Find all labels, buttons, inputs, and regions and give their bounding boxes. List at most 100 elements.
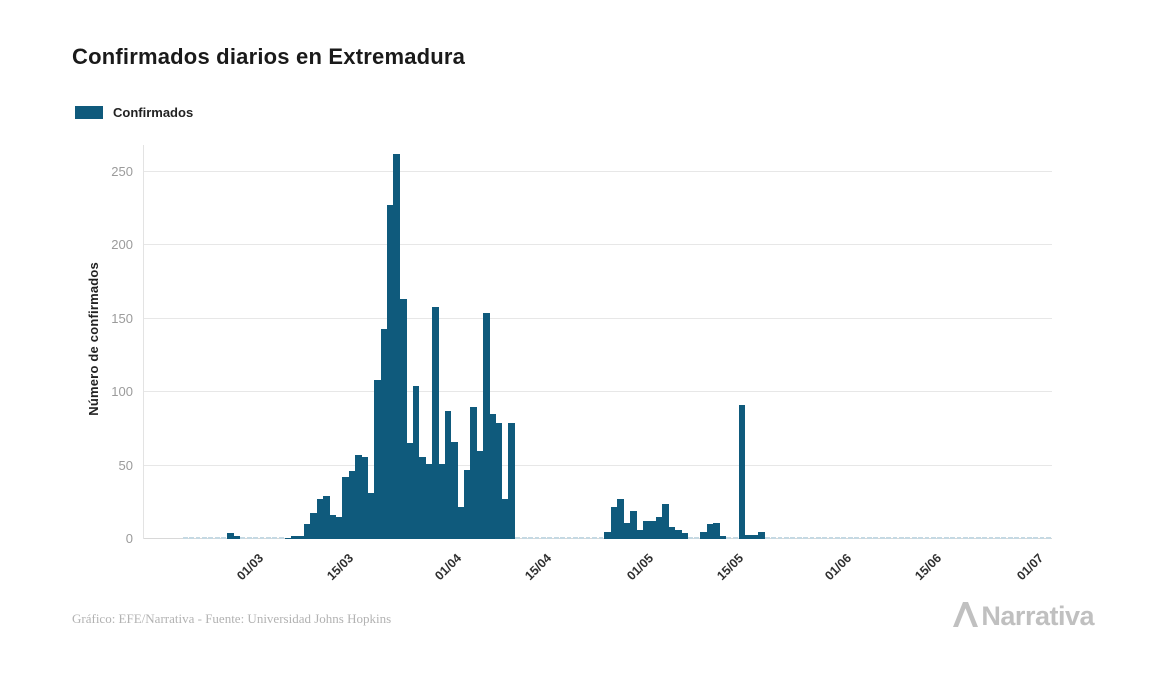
x-tick-label-15-05: 15/05	[713, 551, 746, 584]
bar[interactable]	[719, 536, 727, 539]
bar[interactable]	[745, 534, 752, 539]
bar[interactable]	[291, 536, 298, 539]
bar-zero	[240, 537, 246, 539]
bar[interactable]	[310, 512, 318, 539]
bar[interactable]	[649, 521, 656, 539]
bar[interactable]	[655, 516, 663, 539]
bar[interactable]	[335, 516, 343, 539]
y-tick-label-50: 50	[118, 457, 133, 473]
bar[interactable]	[284, 537, 292, 539]
bar[interactable]	[668, 527, 676, 539]
bar[interactable]	[227, 533, 234, 539]
bar-zero	[815, 537, 821, 539]
legend-label: Confirmados	[113, 105, 194, 120]
bar[interactable]	[355, 455, 362, 539]
bar-zero	[534, 537, 540, 539]
bar[interactable]	[233, 536, 241, 539]
bar[interactable]	[303, 524, 311, 539]
bar[interactable]	[604, 531, 612, 539]
bar[interactable]	[412, 386, 420, 539]
bar-zero	[879, 537, 885, 539]
bar[interactable]	[450, 441, 458, 539]
bar[interactable]	[642, 521, 650, 539]
bar[interactable]	[706, 524, 714, 539]
bar-zero	[982, 537, 987, 539]
bar-zero	[259, 537, 265, 539]
bar[interactable]	[425, 464, 433, 539]
bar-zero	[265, 537, 271, 539]
bar[interactable]	[681, 533, 688, 539]
y-tick-label-200: 200	[111, 237, 133, 252]
bar[interactable]	[470, 406, 477, 539]
bar-zero	[956, 537, 962, 539]
bar-zero	[771, 537, 776, 539]
bar-zero	[886, 537, 892, 539]
narrativa-logo-icon	[953, 600, 979, 633]
bar[interactable]	[751, 534, 759, 539]
bar[interactable]	[457, 506, 465, 539]
bar-zero	[835, 537, 840, 539]
bar-zero	[553, 537, 559, 539]
bar-zero	[560, 537, 565, 539]
bar-zero	[943, 537, 949, 539]
bar[interactable]	[418, 456, 426, 539]
bar-zero	[214, 537, 220, 539]
bar-zero	[540, 537, 546, 539]
bar[interactable]	[617, 499, 624, 539]
bar[interactable]	[610, 506, 618, 539]
bar[interactable]	[386, 205, 394, 539]
bar-zero	[585, 537, 591, 539]
bar[interactable]	[329, 515, 337, 539]
bar[interactable]	[495, 422, 503, 539]
bar[interactable]	[393, 153, 401, 539]
gridline-y-50	[144, 464, 1052, 466]
x-tick-label-15-04: 15/04	[521, 551, 554, 584]
bar[interactable]	[508, 422, 516, 539]
bar-zero	[195, 537, 201, 539]
bar-zero	[994, 537, 1000, 539]
bar[interactable]	[380, 328, 388, 539]
bar[interactable]	[431, 306, 439, 539]
brand-logo: Narrativa	[953, 600, 1094, 633]
bar[interactable]	[342, 477, 349, 539]
bar[interactable]	[661, 503, 669, 539]
bar[interactable]	[482, 312, 490, 539]
bar-zero	[873, 537, 879, 539]
bar[interactable]	[438, 464, 445, 539]
bar[interactable]	[636, 530, 644, 539]
bar-zero	[924, 537, 930, 539]
gridline-y-150	[144, 317, 1052, 319]
bar[interactable]	[323, 496, 330, 539]
bar-zero	[208, 537, 214, 539]
bar[interactable]	[502, 499, 509, 539]
bar-zero	[969, 537, 975, 539]
gridline-y-200	[144, 244, 1052, 245]
bar[interactable]	[629, 511, 637, 539]
bar-zero	[521, 537, 527, 539]
bar[interactable]	[463, 469, 471, 539]
bar[interactable]	[674, 530, 682, 539]
bar[interactable]	[406, 443, 413, 539]
bar[interactable]	[374, 380, 381, 539]
bar[interactable]	[623, 522, 631, 539]
x-tick-label-15-06: 15/06	[911, 551, 945, 584]
legend-item-confirmados[interactable]: Confirmados	[75, 105, 193, 120]
bar[interactable]	[444, 411, 452, 539]
bar[interactable]	[713, 522, 720, 539]
bar[interactable]	[297, 536, 305, 539]
bar[interactable]	[399, 299, 407, 539]
bar[interactable]	[348, 471, 356, 539]
bar[interactable]	[700, 531, 708, 539]
bar[interactable]	[367, 493, 375, 539]
y-tick-label-250: 250	[111, 163, 133, 179]
bar-zero	[905, 537, 911, 539]
bar[interactable]	[757, 531, 765, 539]
bar[interactable]	[489, 414, 497, 539]
bar[interactable]	[361, 456, 369, 539]
bar[interactable]	[476, 450, 484, 539]
bar-zero	[847, 537, 853, 539]
bar-zero	[841, 537, 847, 539]
y-tick-label-0: 0	[125, 531, 133, 546]
bar[interactable]	[316, 499, 324, 539]
bar[interactable]	[738, 405, 746, 539]
